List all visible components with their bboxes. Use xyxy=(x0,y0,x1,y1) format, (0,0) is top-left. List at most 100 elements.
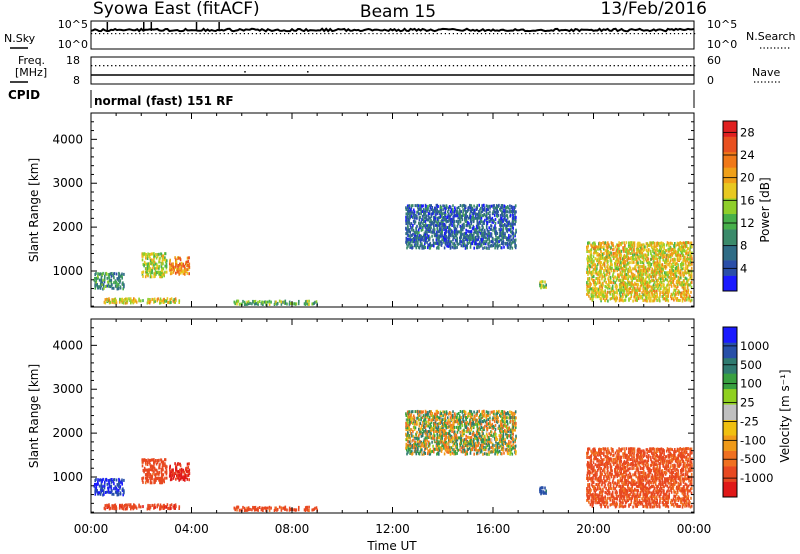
data-cell xyxy=(626,247,628,251)
data-cell xyxy=(258,506,261,509)
data-cell xyxy=(188,478,190,482)
data-cell xyxy=(680,294,683,298)
data-cell xyxy=(600,244,602,248)
data-cell xyxy=(155,273,157,276)
data-cell xyxy=(416,439,419,443)
data-cell xyxy=(465,218,468,222)
data-cell xyxy=(234,508,236,512)
data-cell xyxy=(594,263,596,267)
data-cell xyxy=(254,299,257,303)
data-cell xyxy=(690,271,693,275)
data-cell xyxy=(406,214,409,218)
data-cell xyxy=(511,230,514,234)
data-cell xyxy=(425,208,427,211)
data-cell xyxy=(441,212,444,216)
data-cell xyxy=(680,263,683,267)
data-cell xyxy=(587,278,589,282)
data-cell xyxy=(622,279,624,283)
data-cell xyxy=(135,505,137,509)
data-cell xyxy=(486,238,489,241)
data-cell xyxy=(655,268,657,272)
data-cell xyxy=(587,257,590,261)
data-cell xyxy=(505,241,508,245)
data-cell xyxy=(668,247,670,251)
data-cell xyxy=(106,478,108,482)
data-cell xyxy=(650,289,653,293)
nave-dot xyxy=(694,65,696,67)
data-cell xyxy=(586,287,588,291)
noise-search-dot xyxy=(336,33,338,35)
data-cell xyxy=(462,228,464,232)
data-cell xyxy=(645,297,648,301)
data-cell xyxy=(98,285,101,289)
data-cell xyxy=(424,440,426,444)
data-cell xyxy=(468,205,470,209)
data-cell xyxy=(592,242,594,246)
data-cell xyxy=(612,294,614,298)
nave-dot xyxy=(509,65,511,67)
data-cell xyxy=(148,470,150,474)
data-cell xyxy=(114,301,117,305)
data-cell xyxy=(615,265,617,269)
data-cell xyxy=(637,269,639,273)
data-cell xyxy=(676,283,679,287)
data-cell xyxy=(100,486,102,490)
data-cell xyxy=(180,266,183,270)
data-cell xyxy=(512,240,515,244)
data-cell xyxy=(493,213,496,217)
data-cell xyxy=(484,242,487,246)
data-cell xyxy=(420,430,422,434)
data-cell xyxy=(186,477,189,481)
data-cell xyxy=(658,276,660,280)
data-cell xyxy=(100,280,102,284)
data-cell xyxy=(664,292,666,296)
data-cell xyxy=(405,208,408,211)
data-cell xyxy=(600,297,603,301)
data-cell xyxy=(431,428,433,432)
data-cell xyxy=(438,230,441,234)
data-cell xyxy=(415,246,418,250)
data-cell xyxy=(678,242,680,245)
data-cell xyxy=(480,216,483,220)
data-cell xyxy=(637,263,640,267)
data-cell xyxy=(612,278,615,282)
data-cell xyxy=(642,276,644,280)
data-cell xyxy=(599,242,601,246)
data-cell xyxy=(160,270,163,274)
data-cell xyxy=(491,216,494,220)
data-cell xyxy=(440,234,442,238)
data-cell xyxy=(406,216,408,220)
data-cell xyxy=(504,234,506,237)
nave-dot xyxy=(179,65,181,67)
data-cell xyxy=(440,416,443,420)
data-cell xyxy=(274,302,276,306)
data-cell xyxy=(477,226,479,230)
data-cell xyxy=(483,222,485,225)
data-cell xyxy=(175,258,177,262)
data-cell xyxy=(447,206,450,210)
data-cell xyxy=(178,301,180,304)
data-cell xyxy=(448,236,451,240)
noise-search-dot xyxy=(215,33,217,35)
data-cell xyxy=(656,244,658,248)
data-cell xyxy=(663,296,665,300)
data-cell xyxy=(676,297,679,300)
noise-search-dot xyxy=(416,33,418,35)
data-cell xyxy=(95,271,97,275)
data-cell xyxy=(406,422,408,426)
data-cell xyxy=(439,206,442,210)
data-cell xyxy=(416,420,418,424)
data-cell xyxy=(115,299,117,303)
data-cell xyxy=(681,251,684,255)
data-cell xyxy=(631,282,633,286)
data-cell xyxy=(410,432,412,436)
data-cell xyxy=(629,286,632,290)
data-cell xyxy=(621,278,623,282)
data-cell xyxy=(142,252,144,256)
data-cell xyxy=(594,284,596,288)
data-cell xyxy=(442,440,444,444)
data-cell xyxy=(427,208,429,212)
data-cell xyxy=(447,210,449,214)
nave-dot xyxy=(300,65,302,67)
data-cell xyxy=(611,266,613,270)
